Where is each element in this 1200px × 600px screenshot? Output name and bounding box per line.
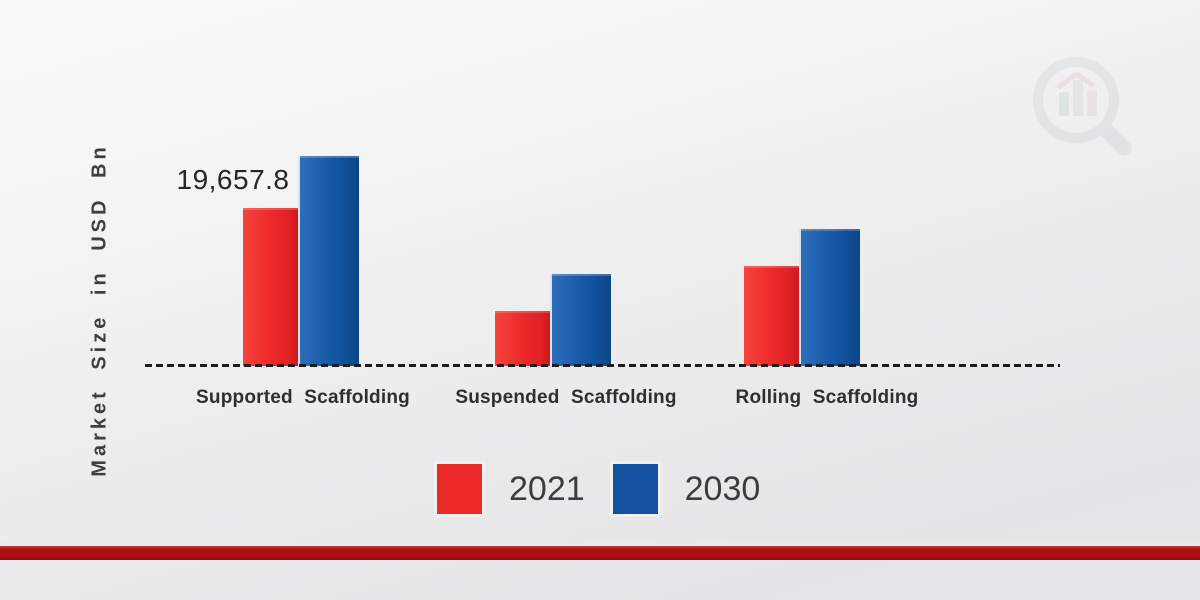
legend-swatch-2021-icon (437, 464, 482, 514)
bar-2030-category-0 (298, 156, 359, 366)
category-label-rolling-scaffolding: Rolling Scaffolding (735, 387, 919, 408)
legend: 2021 2030 (437, 464, 760, 514)
x-axis-baseline (145, 364, 1060, 367)
bar-2021-category-2 (744, 266, 801, 366)
bar-2030-category-2 (799, 229, 860, 366)
bar-2030-category-1 (550, 274, 611, 366)
bottom-accent-stripe (0, 546, 1200, 560)
category-label-supported-scaffolding: Supported Scaffolding (196, 387, 410, 408)
legend-item-2030: 2030 (612, 464, 761, 514)
legend-label-2021: 2021 (509, 469, 585, 508)
bar-2021-category-1 (495, 311, 552, 366)
magnifier-bar-chart-watermark-icon (1033, 57, 1132, 156)
bottom-stripe-highlight (0, 540, 1200, 546)
bar-2021-category-0 (243, 208, 300, 366)
legend-swatch-2030-icon (612, 464, 658, 514)
legend-label-2030: 2030 (684, 469, 761, 508)
legend-item-2021: 2021 (437, 464, 585, 514)
category-label-suspended-scaffolding: Suspended Scaffolding (455, 387, 677, 408)
data-label-supported-2021: 19,657.8 (176, 164, 290, 195)
